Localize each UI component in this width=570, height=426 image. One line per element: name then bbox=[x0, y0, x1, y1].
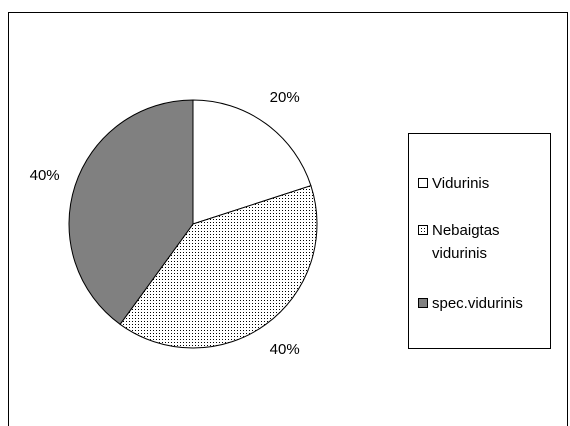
pie-slice bbox=[68, 99, 194, 326]
legend-entry: Nebaigtas vidurinis bbox=[418, 219, 550, 265]
legend-label: Nebaigtas vidurinis bbox=[432, 222, 500, 262]
legend-swatch bbox=[418, 225, 428, 235]
swatch-rect bbox=[418, 178, 428, 188]
pie-slice bbox=[192, 99, 312, 225]
data-label: 40% bbox=[270, 341, 300, 358]
swatch-rect bbox=[418, 225, 428, 235]
legend: Vidurinis Nebaigtas vidurinis spec.vidurin… bbox=[408, 133, 551, 349]
chart-frame bbox=[8, 12, 568, 426]
swatch-icon bbox=[418, 298, 428, 308]
swatch-rect bbox=[418, 298, 428, 308]
data-label: 20% bbox=[270, 89, 300, 106]
legend-swatch bbox=[418, 178, 428, 188]
legend-swatch bbox=[418, 298, 428, 308]
swatch-icon bbox=[418, 178, 428, 188]
legend-label: Vidurinis bbox=[432, 175, 490, 192]
legend-entry: Vidurinis bbox=[418, 172, 550, 195]
swatch-icon bbox=[418, 225, 428, 235]
data-label: 40% bbox=[30, 167, 60, 184]
legend-label: spec.vidurinis bbox=[432, 295, 523, 312]
pie-slice bbox=[119, 185, 318, 349]
legend-entry: spec.vidurinis bbox=[418, 292, 550, 315]
